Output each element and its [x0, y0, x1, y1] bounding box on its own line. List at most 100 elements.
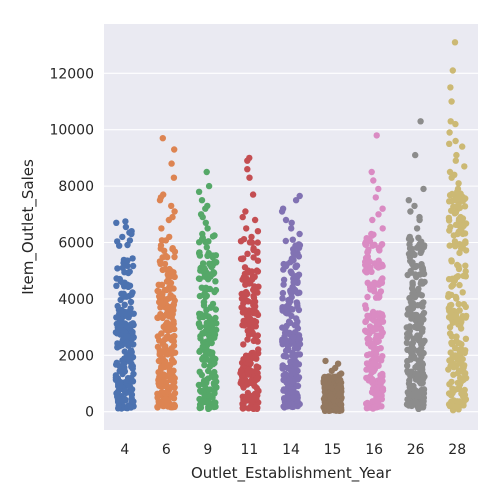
data-point	[413, 273, 420, 281]
data-point	[418, 344, 425, 352]
data-point	[451, 39, 459, 46]
data-point	[419, 399, 426, 407]
data-point	[279, 289, 287, 297]
data-point	[157, 304, 164, 311]
data-point	[375, 185, 382, 193]
data-point	[170, 318, 177, 325]
data-point	[377, 372, 384, 379]
data-point	[413, 225, 421, 232]
data-point	[170, 333, 177, 340]
data-point	[130, 334, 137, 341]
data-point	[448, 339, 455, 346]
data-point	[127, 321, 134, 328]
data-point	[411, 386, 418, 393]
data-point	[239, 382, 247, 390]
data-point	[248, 233, 255, 241]
data-point	[154, 343, 162, 351]
data-point	[170, 359, 177, 366]
data-point	[254, 228, 262, 235]
data-point	[278, 208, 286, 215]
data-point	[166, 347, 173, 354]
data-point	[404, 357, 411, 365]
data-point	[459, 143, 466, 150]
data-point	[279, 338, 286, 345]
data-point	[451, 210, 458, 217]
data-point	[254, 338, 261, 345]
data-point	[249, 321, 256, 328]
data-point	[369, 379, 376, 386]
data-point	[445, 304, 453, 312]
data-point	[456, 216, 464, 224]
data-point	[126, 383, 133, 390]
data-point	[254, 249, 261, 256]
data-point	[130, 341, 137, 348]
data-point	[212, 278, 219, 285]
x-tick-label: 26	[407, 442, 425, 458]
data-point	[128, 391, 136, 398]
data-point	[171, 208, 178, 215]
data-point	[114, 302, 121, 310]
data-point	[404, 362, 411, 369]
data-point	[203, 168, 210, 176]
data-point	[369, 216, 376, 224]
data-point	[213, 326, 220, 334]
data-point	[209, 321, 216, 328]
data-point	[373, 332, 380, 339]
data-point	[452, 318, 460, 325]
data-point	[414, 332, 421, 339]
data-point	[449, 354, 456, 361]
data-point	[420, 375, 427, 383]
data-point	[207, 304, 214, 311]
data-point	[120, 327, 127, 334]
data-point	[209, 354, 216, 361]
data-point	[280, 266, 287, 273]
data-point	[213, 378, 220, 385]
data-point	[415, 337, 422, 344]
data-point	[171, 253, 178, 261]
x-tick-label: 28	[448, 442, 466, 458]
data-point	[411, 398, 419, 405]
x-tick-label: 14	[282, 442, 300, 458]
data-point	[292, 263, 300, 270]
data-point	[418, 238, 425, 245]
data-point	[456, 307, 463, 314]
data-point	[282, 216, 290, 224]
data-point	[289, 352, 296, 359]
data-point	[285, 346, 292, 353]
data-point	[171, 349, 179, 356]
data-point	[116, 242, 123, 249]
data-point	[128, 348, 135, 356]
data-point	[239, 213, 246, 221]
data-point	[157, 245, 164, 252]
data-point	[200, 313, 207, 320]
data-point	[448, 283, 455, 290]
data-point	[369, 327, 376, 334]
data-point	[409, 249, 416, 257]
data-point	[155, 281, 162, 288]
data-point	[280, 260, 287, 268]
data-point	[245, 366, 252, 374]
data-point	[371, 403, 378, 411]
data-point	[154, 287, 161, 295]
data-point	[363, 360, 371, 367]
data-point	[367, 264, 374, 271]
data-point	[408, 285, 416, 292]
data-point	[448, 311, 455, 318]
data-point	[448, 258, 455, 265]
data-point	[362, 302, 369, 309]
data-point	[245, 352, 253, 360]
data-point	[244, 250, 251, 257]
data-point	[122, 340, 130, 347]
data-point	[124, 262, 131, 269]
data-point	[292, 243, 299, 250]
data-point	[407, 208, 414, 215]
data-point	[452, 293, 460, 301]
data-point	[405, 305, 412, 313]
data-point	[209, 370, 216, 378]
data-point	[370, 359, 377, 367]
data-point	[445, 293, 452, 300]
data-point	[417, 118, 424, 125]
data-point	[284, 364, 291, 372]
data-point	[251, 273, 258, 280]
data-point	[244, 157, 251, 164]
